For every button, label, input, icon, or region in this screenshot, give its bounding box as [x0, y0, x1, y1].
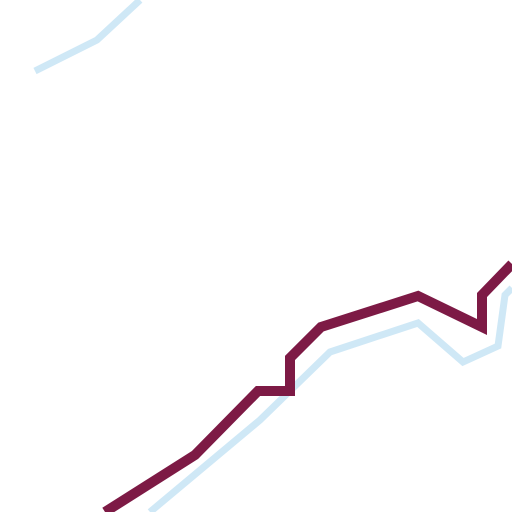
series-1-line-segment-2 [147, 285, 512, 512]
series-1-line-segment-1 [33, 0, 143, 75]
series-1 [33, 0, 512, 512]
series-2-line-segment-1 [102, 260, 512, 512]
series-2 [102, 260, 512, 512]
